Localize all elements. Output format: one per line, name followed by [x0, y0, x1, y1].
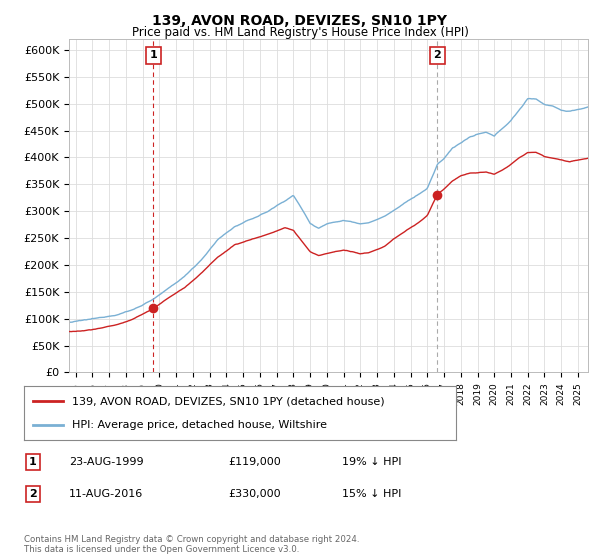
- Text: £119,000: £119,000: [228, 457, 281, 467]
- Text: 2: 2: [434, 50, 442, 60]
- Text: Price paid vs. HM Land Registry's House Price Index (HPI): Price paid vs. HM Land Registry's House …: [131, 26, 469, 39]
- Text: 23-AUG-1999: 23-AUG-1999: [69, 457, 143, 467]
- Text: 2: 2: [29, 489, 37, 499]
- Text: 1: 1: [29, 457, 37, 467]
- Text: 11-AUG-2016: 11-AUG-2016: [69, 489, 143, 499]
- Text: 1: 1: [149, 50, 157, 60]
- Text: £330,000: £330,000: [228, 489, 281, 499]
- Text: 139, AVON ROAD, DEVIZES, SN10 1PY (detached house): 139, AVON ROAD, DEVIZES, SN10 1PY (detac…: [71, 396, 384, 407]
- Text: Contains HM Land Registry data © Crown copyright and database right 2024.
This d: Contains HM Land Registry data © Crown c…: [24, 535, 359, 554]
- Text: HPI: Average price, detached house, Wiltshire: HPI: Average price, detached house, Wilt…: [71, 419, 326, 430]
- Text: 139, AVON ROAD, DEVIZES, SN10 1PY: 139, AVON ROAD, DEVIZES, SN10 1PY: [152, 14, 448, 28]
- Text: 15% ↓ HPI: 15% ↓ HPI: [342, 489, 401, 499]
- Text: 19% ↓ HPI: 19% ↓ HPI: [342, 457, 401, 467]
